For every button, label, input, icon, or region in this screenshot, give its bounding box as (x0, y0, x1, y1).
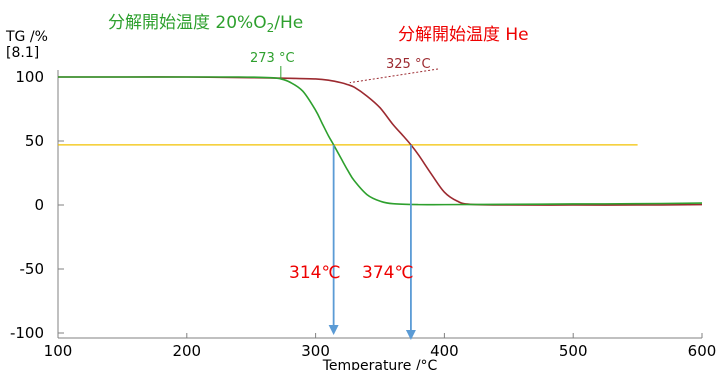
y-tick-label: -50 (20, 260, 45, 278)
x-tick-label: 400 (430, 342, 459, 360)
onset-red-leader (349, 68, 439, 84)
title-green-suffix: /He (274, 13, 303, 33)
half-green-label: 314℃ (289, 263, 341, 283)
onset-red-label: 325 °C (386, 57, 431, 72)
y-tick-label: -100 (10, 324, 44, 342)
y-axis-subtitle: [8.1] (6, 45, 39, 61)
x-tick-label: 600 (688, 342, 717, 360)
y-tick-label: 50 (25, 132, 44, 150)
y-axis-title: TG /% (5, 29, 48, 45)
x-tick-label: 500 (559, 342, 588, 360)
series-line-he (57, 76, 703, 206)
series-line-o2 (57, 76, 703, 206)
title-red: 分解開始温度 He (398, 25, 529, 45)
onset-green-label: 273 °C (250, 51, 295, 66)
y-tick-label: 0 (34, 196, 44, 214)
y-ticks: -100 -50 0 50 100 (10, 68, 64, 342)
y-tick-label: 100 (15, 68, 44, 86)
title-green-sub: 2 (267, 21, 275, 35)
x-tick-label: 200 (172, 342, 201, 360)
x-ticks: 100 200 300 400 500 600 (44, 333, 717, 360)
title-green: 分解開始温度 20%O2/He (108, 13, 303, 35)
x-tick-label: 100 (44, 342, 73, 360)
x-axis-title: Temperature /°C (322, 358, 438, 370)
title-green-prefix: 分解開始温度 20%O (108, 13, 267, 33)
x-tick-label: 300 (301, 342, 330, 360)
half-red-label: 374℃ (362, 263, 414, 283)
